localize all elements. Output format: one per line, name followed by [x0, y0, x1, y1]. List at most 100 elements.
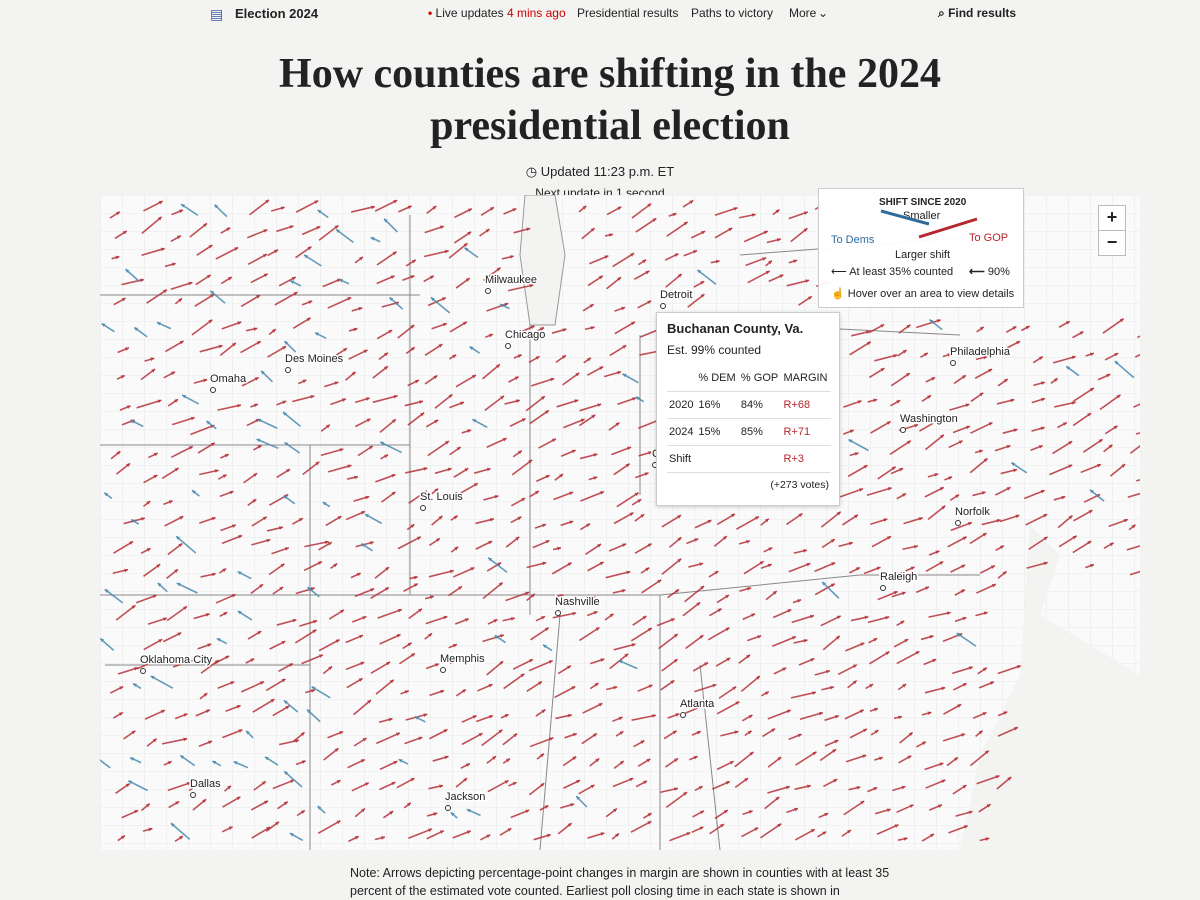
arrow-head [988, 422, 993, 426]
arrow-head [941, 686, 946, 691]
arrow-head [546, 833, 551, 838]
arrow-head [683, 221, 688, 226]
shift-arrow [1072, 412, 1092, 427]
live-updates[interactable]: • Live updates 4 mins ago [428, 6, 566, 20]
arrow-head [395, 732, 400, 737]
live-time: 4 mins ago [506, 6, 566, 20]
shift-arrow [161, 737, 188, 745]
nav-link[interactable]: Presidential results [577, 6, 679, 20]
arrow-head [207, 643, 212, 648]
arrow-head [542, 561, 547, 566]
shift-arrow [1114, 360, 1135, 379]
shift-arrow [658, 633, 679, 650]
arrow-head [327, 542, 332, 546]
arrow-head [982, 667, 987, 672]
arrow-head [674, 758, 679, 762]
arrow-head [462, 321, 467, 326]
arrow-head [121, 298, 126, 302]
shift-arrow [925, 779, 946, 789]
shift-arrow [317, 820, 341, 835]
page-title: How counties are shifting in the 2024 pr… [279, 51, 941, 149]
arrow-head [697, 269, 702, 274]
shift-arrow [794, 828, 816, 841]
arrow-head [803, 211, 808, 215]
shift-arrow [666, 221, 689, 237]
arrow-head [793, 259, 798, 264]
arrow-head [423, 467, 428, 471]
shift-arrow [144, 709, 166, 720]
arrow-head [806, 562, 811, 567]
shift-arrow [170, 281, 193, 291]
shift-arrow [1129, 570, 1140, 576]
shift-arrow [194, 293, 215, 307]
arrow-head [498, 729, 503, 734]
map[interactable]: Milwaukee Detroit Chicago Des Moines Omaha Ph… [100, 195, 1140, 850]
arrow-head [179, 516, 184, 520]
shift-arrow [631, 714, 657, 722]
shift-arrow [222, 729, 243, 739]
zoom-out[interactable]: − [1098, 230, 1126, 256]
arrow-head [968, 810, 973, 815]
arrow-head [567, 562, 572, 567]
arrow-head [442, 322, 447, 327]
shift-arrow [682, 601, 701, 617]
shift-arrow [845, 754, 867, 763]
arrow-head [683, 792, 688, 796]
shift-arrow [377, 608, 403, 619]
shift-arrow [117, 666, 139, 675]
arrow-head [748, 810, 753, 814]
nav-link[interactable]: Paths to victory [691, 6, 774, 20]
arrow-head [537, 681, 542, 686]
arrow-head [384, 218, 388, 223]
arrow-head [313, 619, 318, 624]
shift-arrow [191, 319, 213, 336]
brand[interactable]: Election 2024 [235, 6, 319, 21]
arrow-head [517, 516, 522, 521]
shift-arrow [483, 267, 502, 282]
arrow-head [450, 812, 455, 817]
arrow-head [831, 562, 836, 566]
arrow-head [734, 730, 739, 735]
arrow-head [417, 608, 422, 613]
arrow-head [183, 737, 188, 742]
shift-arrow [176, 582, 198, 594]
shift-arrow [428, 569, 454, 578]
shift-arrow [927, 505, 946, 521]
arrow-head [304, 254, 309, 259]
shift-arrow [820, 511, 842, 528]
arrow-head [542, 523, 547, 528]
legend-gop: To GOP [969, 232, 1009, 244]
arrow-head [733, 207, 738, 211]
shift-arrow [136, 399, 162, 409]
shift-arrow [821, 581, 840, 599]
arrow-head [131, 519, 136, 523]
arrow-head [572, 611, 577, 616]
nav-link[interactable]: More [789, 6, 817, 20]
zoom-in[interactable]: + [1098, 205, 1126, 231]
search[interactable]: ⌕ Find results [938, 6, 1017, 20]
arrow-head [283, 801, 288, 806]
shift-arrow [531, 377, 555, 387]
city-dot [680, 712, 686, 718]
arrow-head [982, 712, 987, 716]
arrow-head [544, 627, 549, 632]
arrow-head [901, 591, 906, 596]
shift-arrow [282, 411, 302, 427]
arrow-head [956, 633, 961, 637]
shift-arrow [889, 440, 912, 455]
shift-arrow [1072, 540, 1092, 554]
arrow-head [896, 400, 901, 404]
arrow-head [230, 681, 235, 685]
arrow-head [325, 424, 330, 429]
arrow-head [999, 545, 1004, 550]
arrow-head [1114, 361, 1119, 365]
arrow-head [873, 638, 878, 642]
arrow-head [289, 225, 294, 229]
arrow-head [178, 543, 183, 548]
arrow-head [572, 756, 577, 761]
arrow-head [939, 434, 944, 439]
arrow-head [797, 599, 802, 603]
arrow-head [486, 834, 491, 839]
shift-arrow [847, 464, 868, 478]
